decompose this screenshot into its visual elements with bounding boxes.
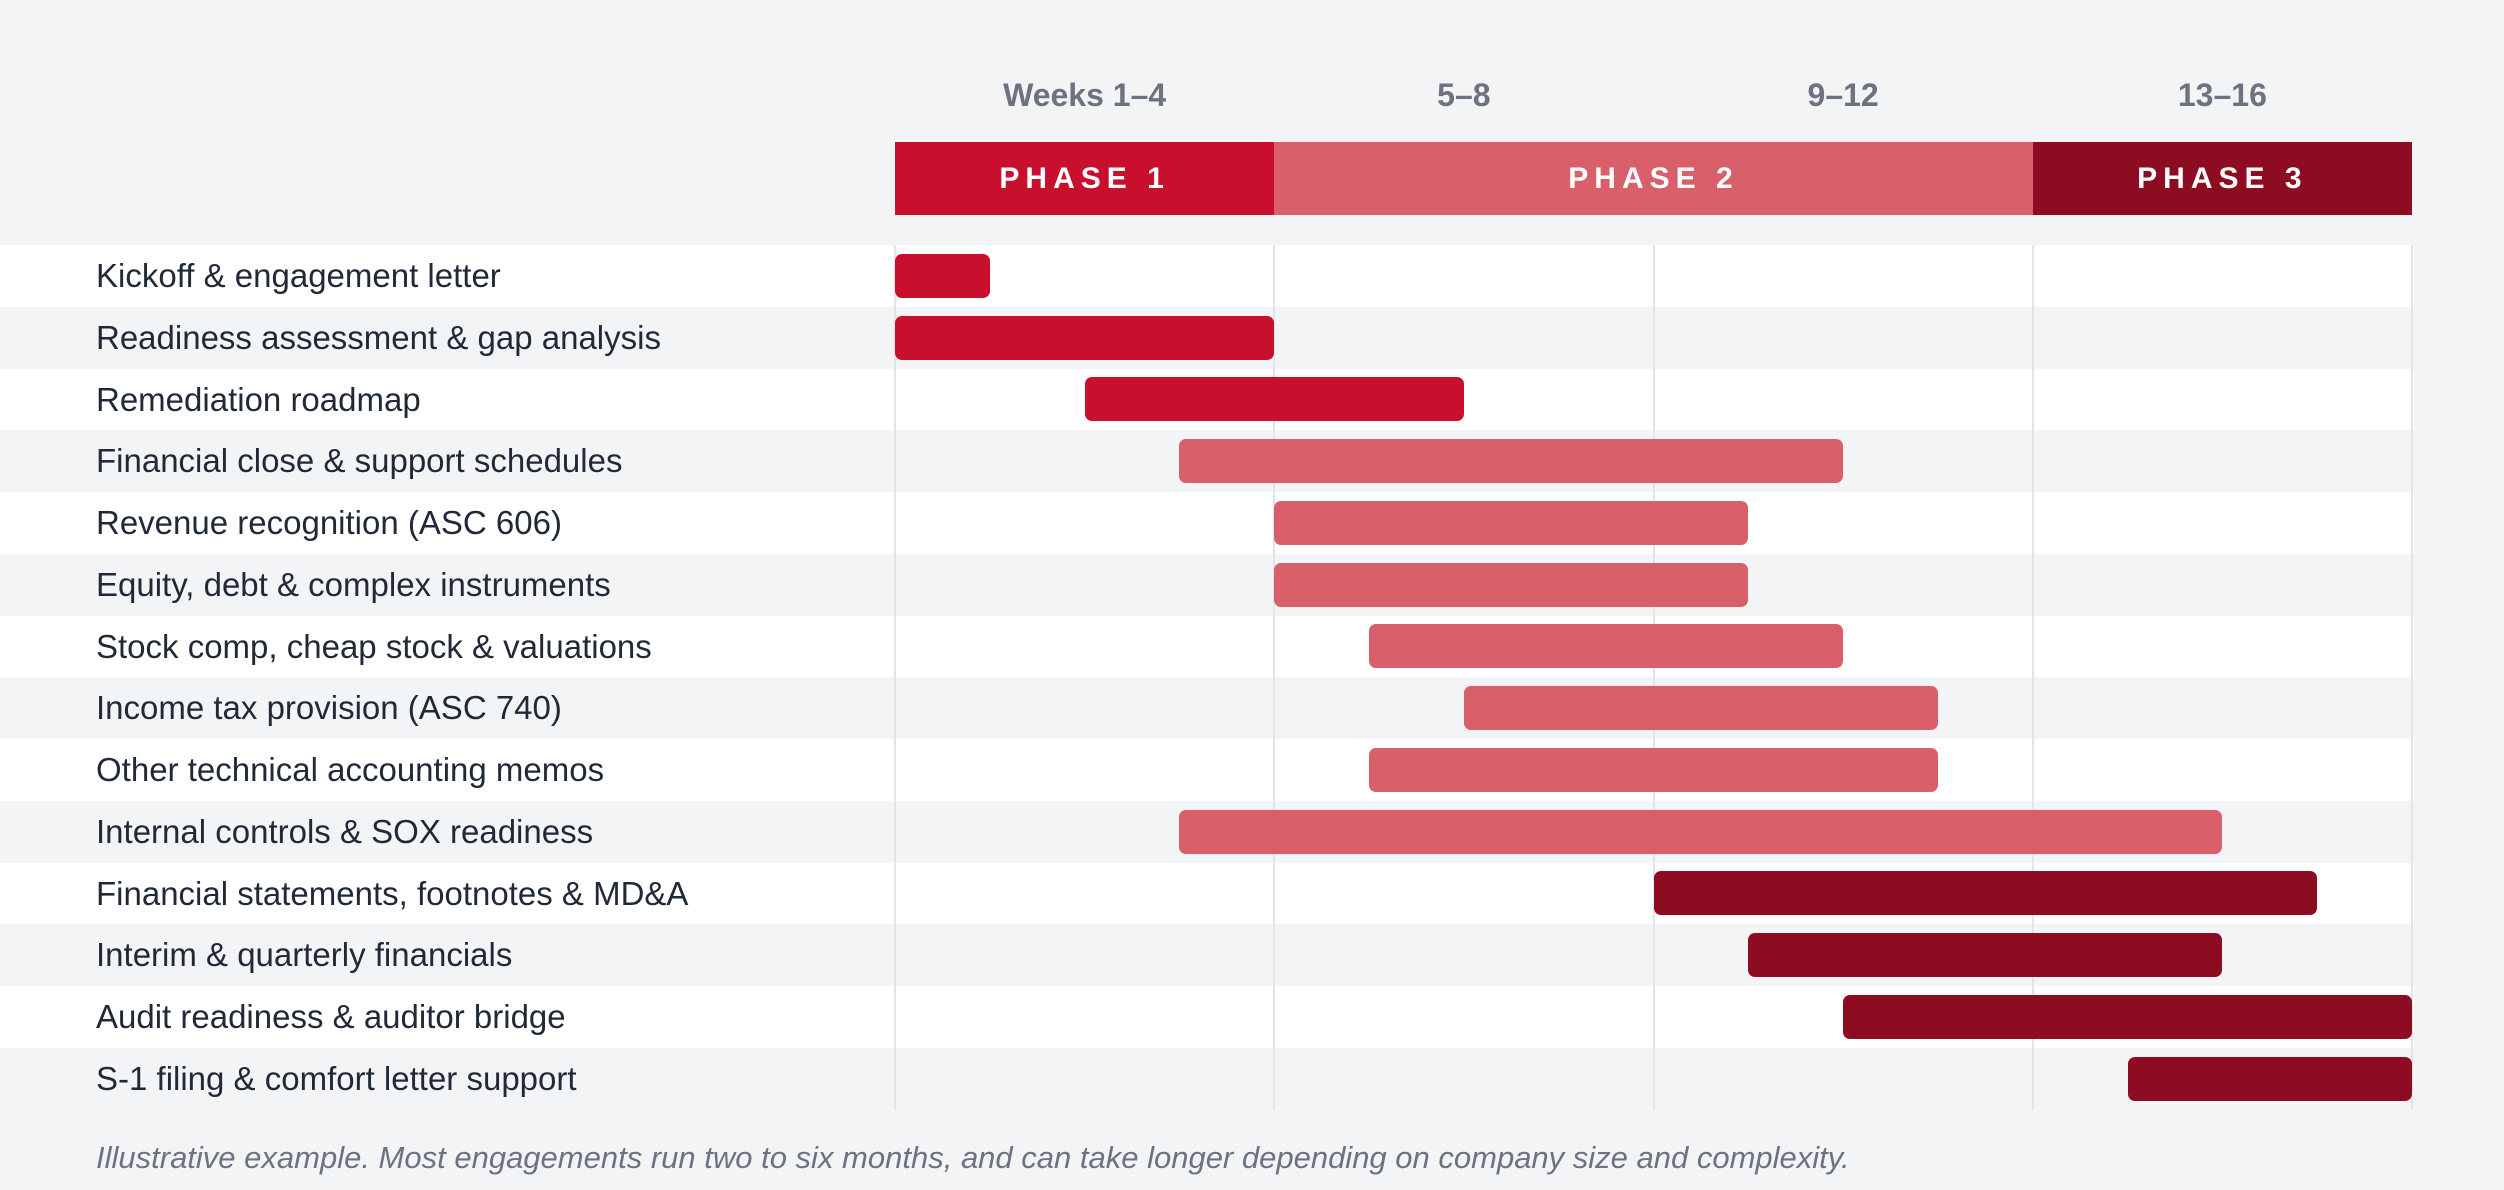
task-label: Equity, debt & complex instruments <box>96 565 611 603</box>
chart-footnote: Illustrative example. Most engagements r… <box>96 1140 1850 1175</box>
task-bar <box>1274 562 1749 607</box>
task-label: Income tax provision (ASC 740) <box>96 689 562 727</box>
gridline <box>2411 245 2413 1110</box>
task-label: Kickoff & engagement letter <box>96 257 501 294</box>
task-bar <box>2127 1056 2412 1101</box>
row-background <box>0 245 2414 307</box>
gridline <box>1652 245 1655 1110</box>
gridline <box>894 245 896 1110</box>
task-bar <box>1179 439 1844 484</box>
task-bar <box>895 253 990 298</box>
task-bar <box>1179 809 2223 854</box>
row-background <box>0 615 2414 678</box>
task-bar <box>1369 747 1938 792</box>
task-bar <box>1369 624 1844 669</box>
week-column-label: 13–16 <box>2177 77 2267 113</box>
row-background <box>0 1047 2414 1110</box>
task-bar <box>1084 377 1464 422</box>
task-label: Stock comp, cheap stock & valuations <box>96 627 652 665</box>
task-label: Revenue recognition (ASC 606) <box>96 504 562 541</box>
gridline <box>1273 245 1276 1110</box>
week-column-label: 9–12 <box>1807 77 1879 113</box>
task-label: Interim & quarterly financials <box>96 936 513 974</box>
gridline <box>2031 245 2034 1110</box>
task-label: Audit readiness & auditor bridge <box>96 998 566 1035</box>
row-background <box>0 677 2414 739</box>
week-column-label: 5–8 <box>1437 77 1491 113</box>
week-column-label: Weeks 1–4 <box>1003 77 1167 113</box>
row-background <box>0 553 2414 616</box>
task-label: Remediation roadmap <box>96 380 421 418</box>
task-bar <box>1748 933 2223 978</box>
task-label: S-1 filing & comfort letter support <box>96 1059 577 1097</box>
row-background <box>0 739 2414 801</box>
task-label: Financial close & support schedules <box>96 442 623 480</box>
task-bar <box>895 315 1275 360</box>
phase-band-1: PHASE 1 <box>895 142 1275 215</box>
phase-band-2: PHASE 2 <box>1274 142 2033 215</box>
task-bar <box>1463 686 1938 731</box>
task-bar <box>1274 500 1749 545</box>
phase-band-3: PHASE 3 <box>2032 142 2412 215</box>
row-background <box>0 492 2414 554</box>
task-bar <box>1843 994 2412 1039</box>
task-bar <box>1653 871 2318 916</box>
task-label: Other technical accounting memos <box>96 751 605 788</box>
task-label: Readiness assessment & gap analysis <box>96 318 661 356</box>
task-label: Internal controls & SOX readiness <box>96 812 594 850</box>
task-label: Financial statements, footnotes & MD&A <box>96 874 689 912</box>
